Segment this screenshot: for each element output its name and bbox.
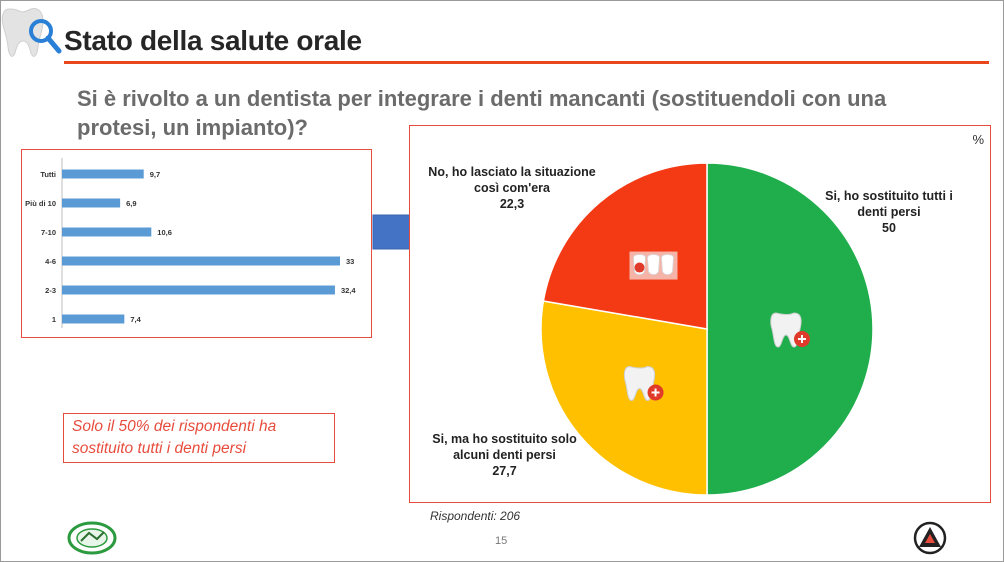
bar <box>62 285 335 295</box>
slice-label-some-replaced: Si, ma ho sostituito solo alcuni denti p… <box>432 431 577 479</box>
bar-value-label: 10,6 <box>157 228 172 237</box>
respondents-count: Rispondenti: 206 <box>430 509 521 523</box>
bar-category-label: Tutti <box>40 170 56 179</box>
bar-value-label: 33 <box>346 257 354 266</box>
survey-question: Si è rivolto a un dentista per integrare… <box>77 86 887 140</box>
page-number: 15 <box>495 535 508 547</box>
highlight-note: Solo il 50% dei rispondenti ha sostituit… <box>63 413 335 463</box>
tooth-plus-icon <box>770 312 810 348</box>
bar <box>62 227 152 237</box>
bar-category-label: 4-6 <box>45 257 56 266</box>
bar-value-label: 9,7 <box>150 170 160 179</box>
bar-chart-panel: Tutti 9,7 Più di 10 6,9 7-10 10,6 4-6 33 2-3 32,4… <box>21 149 372 338</box>
bar-category-label: Più di 10 <box>25 199 56 208</box>
slice-label-text: Si, ma ho sostituito solo alcuni denti p… <box>432 432 577 462</box>
pie-chart-panel: % Si, ho sostituito tutti i denti persi … <box>409 125 991 503</box>
tooth-plus-icon <box>623 366 664 402</box>
slice-label-all-replaced: Si, ho sostituito tutti i denti persi 50 <box>814 188 964 236</box>
title-underline <box>64 61 989 64</box>
percent-unit-label: % <box>972 132 984 147</box>
bar-category-label: 1 <box>52 315 56 324</box>
pie-slice <box>542 162 708 330</box>
bar-category-label: 2-3 <box>45 286 56 295</box>
triangle-badge-logo-icon <box>913 521 947 555</box>
bar-category-label: 7-10 <box>41 228 56 237</box>
pie-slice <box>540 300 708 496</box>
bar <box>62 256 340 266</box>
slice-label-text: Si, ho sostituito tutti i denti persi <box>825 189 953 219</box>
bar-value-label: 32,4 <box>341 286 356 295</box>
bar <box>62 198 121 208</box>
teeth-gap-icon <box>629 251 678 280</box>
bar-chart: Tutti 9,7 Più di 10 6,9 7-10 10,6 4-6 33 2-3 32,4… <box>25 158 356 328</box>
tooth-magnifier-logo-icon <box>1 8 62 57</box>
bar <box>62 169 144 179</box>
page-title: Stato della salute orale <box>64 25 362 56</box>
slice-label-left-unchanged: No, ho lasciato la situazione così com'e… <box>428 164 596 212</box>
slice-label-text: No, ho lasciato la situazione così com'e… <box>428 165 596 195</box>
bar-value-label: 6,9 <box>126 199 136 208</box>
slice-value: 27,7 <box>492 464 517 478</box>
pie-chart <box>540 162 874 496</box>
association-logo-icon <box>67 521 117 555</box>
slice-value: 50 <box>882 221 896 235</box>
bar <box>62 314 125 324</box>
bar-value-label: 7,4 <box>130 315 141 324</box>
slice-value: 22,3 <box>499 197 525 211</box>
